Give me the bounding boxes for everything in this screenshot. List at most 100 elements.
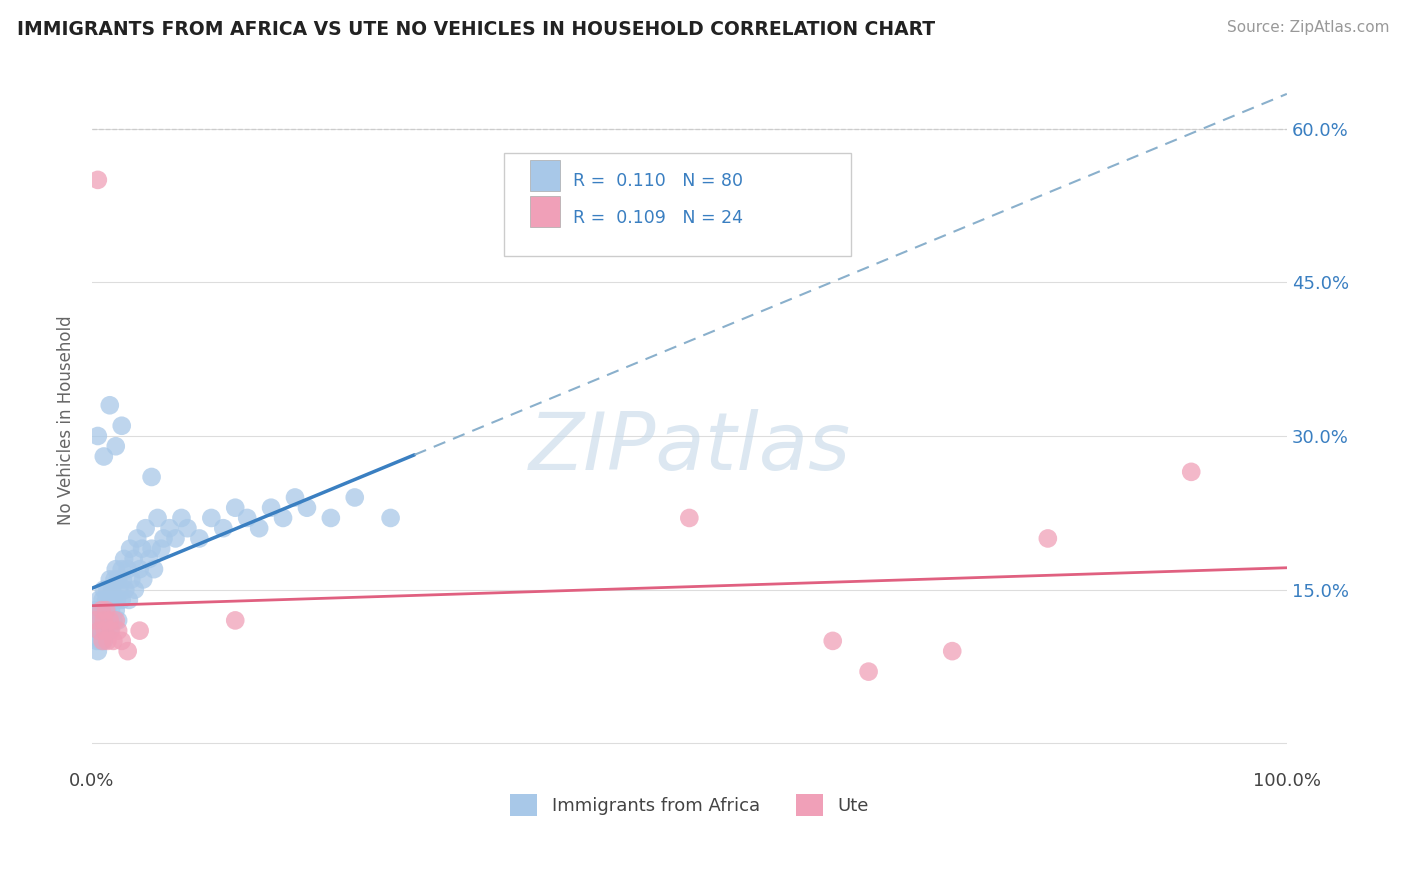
Point — [138, 552, 160, 566]
Point — [143, 562, 166, 576]
Point — [111, 573, 134, 587]
Point — [212, 521, 235, 535]
Point — [132, 573, 155, 587]
Point — [93, 614, 115, 628]
Point — [89, 603, 111, 617]
Point — [98, 573, 121, 587]
Point — [93, 633, 115, 648]
Point — [90, 603, 112, 617]
Point — [103, 593, 125, 607]
Point — [118, 593, 141, 607]
Point — [104, 439, 127, 453]
Y-axis label: No Vehicles in Household: No Vehicles in Household — [58, 316, 75, 525]
Point — [108, 582, 131, 597]
Point — [111, 562, 134, 576]
Point — [247, 521, 270, 535]
Point — [103, 614, 125, 628]
Point — [105, 593, 128, 607]
Point — [120, 573, 142, 587]
Point — [271, 511, 294, 525]
Point — [120, 541, 142, 556]
Point — [127, 532, 149, 546]
Point — [89, 633, 111, 648]
Point — [141, 470, 163, 484]
Point — [236, 511, 259, 525]
Point — [941, 644, 963, 658]
Point — [821, 633, 844, 648]
Point — [90, 624, 112, 638]
Point — [84, 603, 107, 617]
Point — [224, 614, 246, 628]
Point — [96, 593, 118, 607]
Point — [165, 532, 187, 546]
Point — [94, 614, 117, 628]
Point — [152, 532, 174, 546]
Point — [103, 633, 125, 648]
Point — [260, 500, 283, 515]
Point — [117, 644, 139, 658]
Point — [170, 511, 193, 525]
Point — [98, 624, 121, 638]
Point — [90, 614, 112, 628]
Point — [380, 511, 402, 525]
Point — [91, 633, 114, 648]
Point — [124, 582, 146, 597]
Point — [224, 500, 246, 515]
Point — [84, 614, 107, 628]
Point — [87, 624, 110, 638]
Point — [107, 614, 129, 628]
Point — [114, 582, 136, 597]
Point — [128, 562, 150, 576]
Point — [295, 500, 318, 515]
Point — [96, 582, 118, 597]
Point — [93, 603, 115, 617]
Point — [104, 562, 127, 576]
FancyBboxPatch shape — [505, 153, 851, 256]
Point — [135, 521, 157, 535]
Point — [104, 614, 127, 628]
Point — [98, 593, 121, 607]
Point — [104, 603, 127, 617]
Text: R =  0.110   N = 80: R = 0.110 N = 80 — [574, 172, 744, 190]
Point — [97, 614, 120, 628]
Point — [1180, 465, 1202, 479]
Point — [87, 624, 110, 638]
Point — [122, 552, 145, 566]
Point — [98, 614, 121, 628]
Point — [100, 603, 122, 617]
Point — [107, 624, 129, 638]
Point — [101, 582, 124, 597]
Point — [96, 603, 118, 617]
Point — [111, 418, 134, 433]
Point — [128, 624, 150, 638]
Point — [93, 450, 115, 464]
Point — [319, 511, 342, 525]
Point — [858, 665, 880, 679]
Point — [188, 532, 211, 546]
Point — [91, 614, 114, 628]
Point — [146, 511, 169, 525]
Point — [111, 593, 134, 607]
Point — [1036, 532, 1059, 546]
Point — [141, 541, 163, 556]
Point — [284, 491, 307, 505]
Legend: Immigrants from Africa, Ute: Immigrants from Africa, Ute — [503, 787, 876, 823]
Point — [96, 624, 118, 638]
Point — [117, 562, 139, 576]
Point — [343, 491, 366, 505]
FancyBboxPatch shape — [530, 196, 560, 227]
Point — [131, 541, 153, 556]
Point — [98, 398, 121, 412]
Point — [87, 429, 110, 443]
Text: Source: ZipAtlas.com: Source: ZipAtlas.com — [1226, 20, 1389, 35]
Text: IMMIGRANTS FROM AFRICA VS UTE NO VEHICLES IN HOUSEHOLD CORRELATION CHART: IMMIGRANTS FROM AFRICA VS UTE NO VEHICLE… — [17, 20, 935, 38]
Point — [100, 624, 122, 638]
Point — [103, 573, 125, 587]
Point — [112, 552, 135, 566]
Point — [200, 511, 222, 525]
Point — [86, 633, 108, 648]
Point — [87, 593, 110, 607]
Point — [96, 603, 118, 617]
Point — [107, 573, 129, 587]
Point — [678, 511, 700, 525]
